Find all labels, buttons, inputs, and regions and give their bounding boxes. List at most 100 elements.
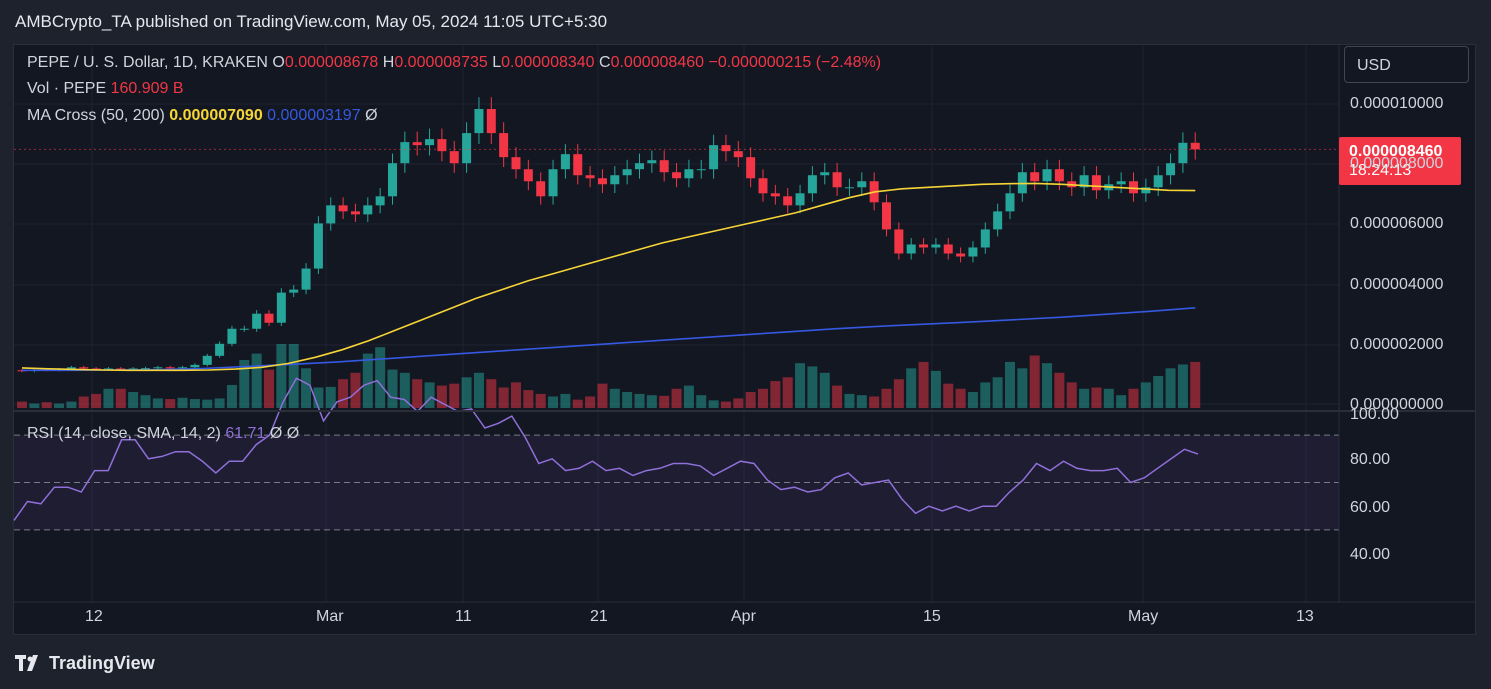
candle-body (1091, 175, 1101, 191)
rsi-label[interactable]: RSI (14, close, SMA, 14, 2) (27, 425, 221, 442)
volume-bar (622, 392, 633, 408)
candle-body (758, 178, 768, 194)
ma50-line (21, 182, 1196, 372)
candle-body (264, 313, 274, 323)
tradingview-logo-icon (15, 655, 38, 671)
volume-bar (325, 386, 336, 408)
change-value: −0.000000215 (−2.48%) (708, 54, 882, 71)
time-tick: 15 (923, 608, 941, 625)
volume-bar (189, 399, 200, 408)
time-tick: 13 (1296, 608, 1314, 625)
volume-bar (399, 372, 410, 408)
volume-bar (362, 353, 373, 408)
candle-body (573, 154, 583, 176)
price-tick: 0.000000000 (1350, 396, 1444, 413)
rsi-tick: 60.00 (1350, 499, 1391, 516)
candle-body (301, 268, 311, 290)
candle-body (709, 145, 719, 170)
price-tick: 0.000010000 (1350, 95, 1444, 112)
volume-bar (585, 396, 596, 408)
candle-body (1166, 163, 1176, 176)
volume-bar (1029, 355, 1040, 408)
bar-countdown: 18:24:13 (1349, 162, 1412, 179)
ma-label[interactable]: MA Cross (50, 200) (27, 107, 165, 124)
high-value: 0.000008735 (394, 54, 488, 71)
time-tick: Apr (731, 608, 756, 625)
volume-bar (461, 377, 472, 408)
symbol-label[interactable]: PEPE / U. S. Dollar, 1D, KRAKEN (27, 54, 268, 71)
candle-body (474, 109, 484, 134)
volume-bar (91, 393, 102, 408)
volume-bar (1140, 382, 1151, 408)
volume-bar (1190, 361, 1201, 408)
volume-bar (1079, 388, 1090, 408)
price-tick: 0.000004000 (1350, 276, 1444, 293)
volume-bar (745, 392, 756, 408)
candle-body (375, 196, 385, 206)
candle-body (980, 229, 990, 248)
last-price-value: 0.000008460 (1349, 143, 1443, 160)
volume-bar (1103, 388, 1114, 408)
volume-bar (412, 379, 423, 408)
candle-body (338, 205, 348, 212)
close-value: 0.000008460 (610, 54, 705, 71)
candle-body (1141, 187, 1151, 194)
volume-bar (646, 395, 657, 408)
volume-bar (943, 383, 954, 408)
publisher-text: AMBCrypto_TA published on TradingView.co… (15, 12, 608, 31)
volume-bar (807, 366, 818, 408)
candle-body (1079, 175, 1089, 188)
candle-body (239, 328, 249, 330)
candle-body (943, 244, 953, 254)
candle-body (523, 169, 533, 182)
volume-bar (214, 398, 225, 408)
candle-body (906, 244, 916, 254)
candle-body (437, 139, 447, 152)
volume-bar (609, 388, 620, 408)
candle-body (412, 142, 422, 146)
low-value: 0.000008340 (501, 54, 595, 71)
volume-bar (165, 399, 176, 408)
candle-body (449, 151, 459, 164)
volume-bar (387, 369, 398, 408)
volume-bar (473, 372, 484, 408)
close-label: C (599, 54, 611, 71)
volume-bar (967, 392, 978, 408)
candle-body (659, 160, 669, 173)
volume-bar (41, 402, 52, 408)
volume-bar (1066, 382, 1077, 408)
volume-bar (758, 388, 768, 408)
volume-bar (1005, 361, 1015, 408)
volume-label[interactable]: Vol · PEPE (27, 80, 107, 97)
brand-name[interactable]: TradingView (49, 653, 155, 673)
volume-bar (918, 361, 929, 408)
volume-bar (980, 382, 991, 408)
volume-bar (424, 382, 435, 408)
ma50-value: 0.000007090 (169, 107, 263, 124)
ma-null-icon: Ø (365, 107, 378, 124)
candle-body (1116, 181, 1126, 185)
candle-body (511, 157, 521, 170)
volume-bar (226, 384, 237, 408)
candle-body (968, 247, 978, 257)
volume-bar (152, 398, 163, 408)
candle-body (672, 172, 682, 179)
volume-bar (881, 388, 892, 408)
ma200-line (22, 307, 1196, 372)
currency-button[interactable]: USD (1344, 46, 1469, 83)
volume-bar (66, 401, 77, 408)
candle-body (560, 154, 570, 170)
candle-body (116, 368, 126, 370)
ohlc-legend: PEPE / U. S. Dollar, 1D, KRAKEN O0.00000… (27, 54, 881, 72)
volume-bar (560, 393, 571, 408)
volume-bar (78, 396, 89, 408)
volume-bar (264, 369, 274, 408)
candle-body (721, 145, 731, 152)
candle-body (733, 151, 743, 158)
candle-body (696, 169, 706, 171)
last-price-tag: 0.000008460 18:24:13 (1339, 137, 1461, 185)
ma-legend: MA Cross (50, 200) 0.000007090 0.0000031… (27, 107, 378, 125)
time-tick: May (1128, 608, 1159, 625)
volume-bar (535, 393, 546, 408)
